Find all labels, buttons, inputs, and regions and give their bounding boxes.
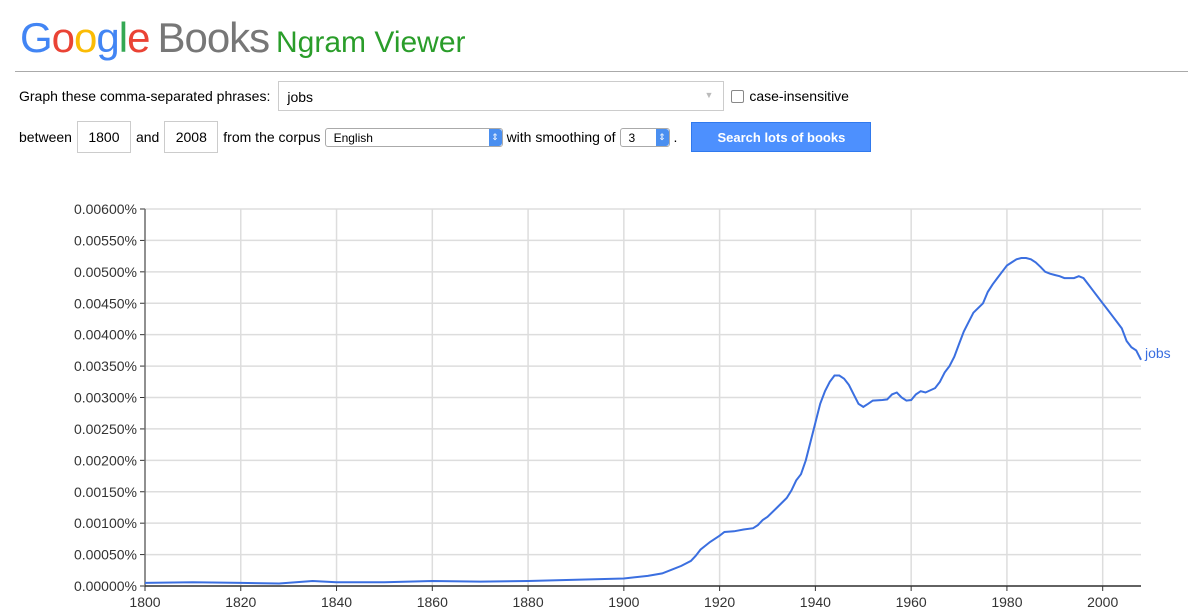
y-tick-label: 0.00250% — [74, 421, 137, 437]
between-label: between — [19, 129, 72, 145]
dropdown-arrow-icon: ▼ — [704, 90, 714, 100]
x-tick-label: 1960 — [896, 594, 927, 610]
phrases-row: Graph these comma-separated phrases: job… — [19, 80, 849, 112]
logo-letter: o — [51, 14, 75, 61]
x-tick-label: 1880 — [512, 594, 543, 610]
y-tick-label: 0.00000% — [74, 578, 137, 594]
x-tick-label: 1940 — [800, 594, 831, 610]
phrases-label: Graph these comma-separated phrases: — [19, 88, 271, 104]
x-tick-label: 1820 — [225, 594, 256, 610]
y-tick-label: 0.00550% — [74, 232, 137, 248]
y-tick-label: 0.00450% — [74, 295, 137, 311]
y-tick-label: 0.00600% — [74, 201, 137, 217]
y-tick-label: 0.00400% — [74, 327, 137, 343]
case-insensitive-label: case-insensitive — [749, 88, 849, 104]
y-tick-label: 0.00200% — [74, 452, 137, 468]
logo-books: Books — [157, 14, 270, 61]
case-insensitive-checkbox[interactable] — [731, 89, 745, 103]
start-year-input[interactable]: 1800 — [76, 121, 131, 153]
logo-letter: G — [20, 14, 53, 61]
logo-letter: l — [118, 14, 128, 61]
corpus-label: from the corpus — [223, 129, 321, 145]
select-arrows-icon: ⇕ — [655, 128, 669, 146]
corpus-select[interactable]: English ⇕ — [324, 127, 503, 147]
and-label: and — [135, 129, 160, 145]
select-arrows-icon: ⇕ — [488, 128, 502, 146]
phrases-value: jobs — [287, 89, 314, 105]
series-label: jobs — [1144, 345, 1171, 361]
end-year-input[interactable]: 2008 — [164, 121, 219, 153]
phrases-input[interactable]: jobs ▼ — [278, 81, 725, 111]
y-tick-label: 0.00500% — [74, 264, 137, 280]
page-title: Ngram Viewer — [276, 26, 466, 59]
smoothing-select[interactable]: 3 ⇕ — [619, 127, 670, 147]
series-line-jobs — [144, 257, 1142, 585]
x-tick-label: 1800 — [129, 594, 160, 610]
x-tick-label: 1840 — [321, 594, 352, 610]
x-tick-label: 1900 — [608, 594, 639, 610]
y-tick-label: 0.00350% — [74, 358, 137, 374]
range-row: between 1800 and 2008 from the corpus En… — [19, 121, 872, 153]
y-tick-label: 0.00100% — [74, 515, 137, 531]
x-tick-label: 1980 — [991, 594, 1022, 610]
search-button[interactable]: Search lots of books — [691, 122, 872, 152]
y-tick-label: 0.00050% — [74, 547, 137, 563]
logo-letter: g — [96, 14, 119, 61]
logo-letter: e — [127, 14, 150, 61]
y-tick-label: 0.00150% — [74, 484, 137, 500]
smoothing-label: with smoothing of — [506, 129, 616, 145]
x-tick-label: 2000 — [1087, 594, 1118, 610]
logo-letter: o — [74, 14, 97, 61]
period: . — [673, 129, 678, 145]
x-tick-label: 1920 — [704, 594, 735, 610]
y-tick-label: 0.00300% — [74, 390, 137, 406]
x-tick-label: 1860 — [417, 594, 448, 610]
header-divider — [15, 71, 1188, 72]
smoothing-value: 3 — [628, 130, 636, 145]
corpus-value: English — [333, 130, 373, 145]
google-books-logo[interactable]: Google Books — [20, 14, 270, 62]
